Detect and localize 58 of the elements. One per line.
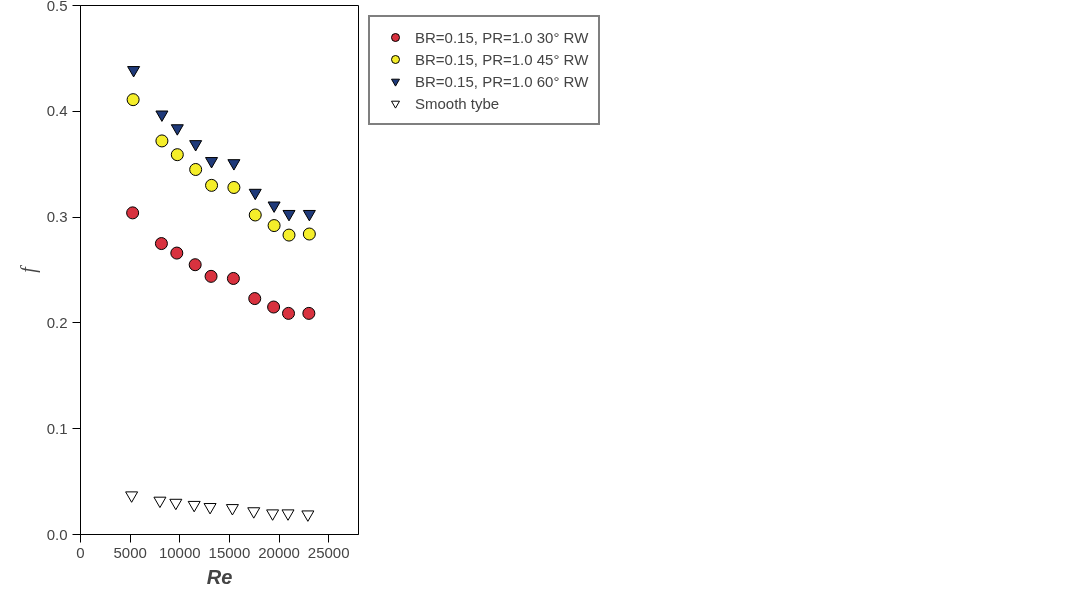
point (248, 292, 262, 306)
point (205, 178, 219, 192)
y-tick-label: 0.1 (46, 419, 68, 437)
point (302, 306, 316, 320)
x-tick-label: 20000 (258, 543, 300, 561)
point (153, 496, 167, 509)
y-tick-label: 0.4 (46, 102, 68, 120)
point (125, 491, 139, 503)
x-tick-label: 15000 (208, 543, 251, 561)
legend-label: BR=0.15, PR=1.0 60° RW (415, 72, 589, 90)
point (282, 306, 295, 320)
y-tick-label: 0.2 (46, 313, 68, 331)
point (227, 180, 241, 194)
x-tick-label: 10000 (158, 543, 201, 561)
x-tick-label: 5000 (113, 543, 147, 561)
point (301, 510, 315, 522)
point (154, 237, 168, 251)
point (248, 208, 262, 222)
point (170, 148, 184, 162)
point (302, 227, 316, 241)
point (248, 188, 262, 201)
point (204, 269, 218, 283)
legend-label: Smooth tybe (415, 94, 500, 112)
point (225, 504, 239, 516)
point (267, 219, 281, 233)
point (266, 509, 280, 521)
point (203, 503, 217, 515)
point (126, 206, 140, 220)
y-tick-label: 0.3 (46, 208, 68, 226)
point (205, 157, 219, 169)
point (302, 209, 316, 222)
point (187, 500, 201, 513)
point (226, 271, 240, 285)
point (247, 507, 261, 519)
point (282, 228, 296, 242)
point (267, 300, 281, 314)
point (188, 258, 202, 272)
x-axis-title: Re (206, 565, 233, 588)
point (170, 246, 184, 260)
point (170, 124, 184, 136)
point (155, 110, 169, 122)
x-tick-label: 25000 (307, 543, 350, 561)
point (155, 134, 169, 148)
point (282, 209, 296, 222)
legend-label: BR=0.15, PR=1.0 45° RW (415, 50, 589, 68)
point (189, 163, 203, 176)
point (267, 201, 281, 213)
y-tick-label: 0.5 (46, 0, 68, 14)
point (227, 159, 241, 171)
point (189, 140, 203, 152)
y-tick-label: 0.0 (46, 525, 68, 543)
x-tick-label: 0 (76, 543, 85, 561)
point (169, 498, 183, 511)
point (126, 93, 140, 107)
y-axis-title: f (16, 264, 40, 273)
point (127, 66, 141, 78)
point (281, 509, 295, 521)
legend-label: BR=0.15, PR=1.0 30° RW (415, 28, 589, 46)
